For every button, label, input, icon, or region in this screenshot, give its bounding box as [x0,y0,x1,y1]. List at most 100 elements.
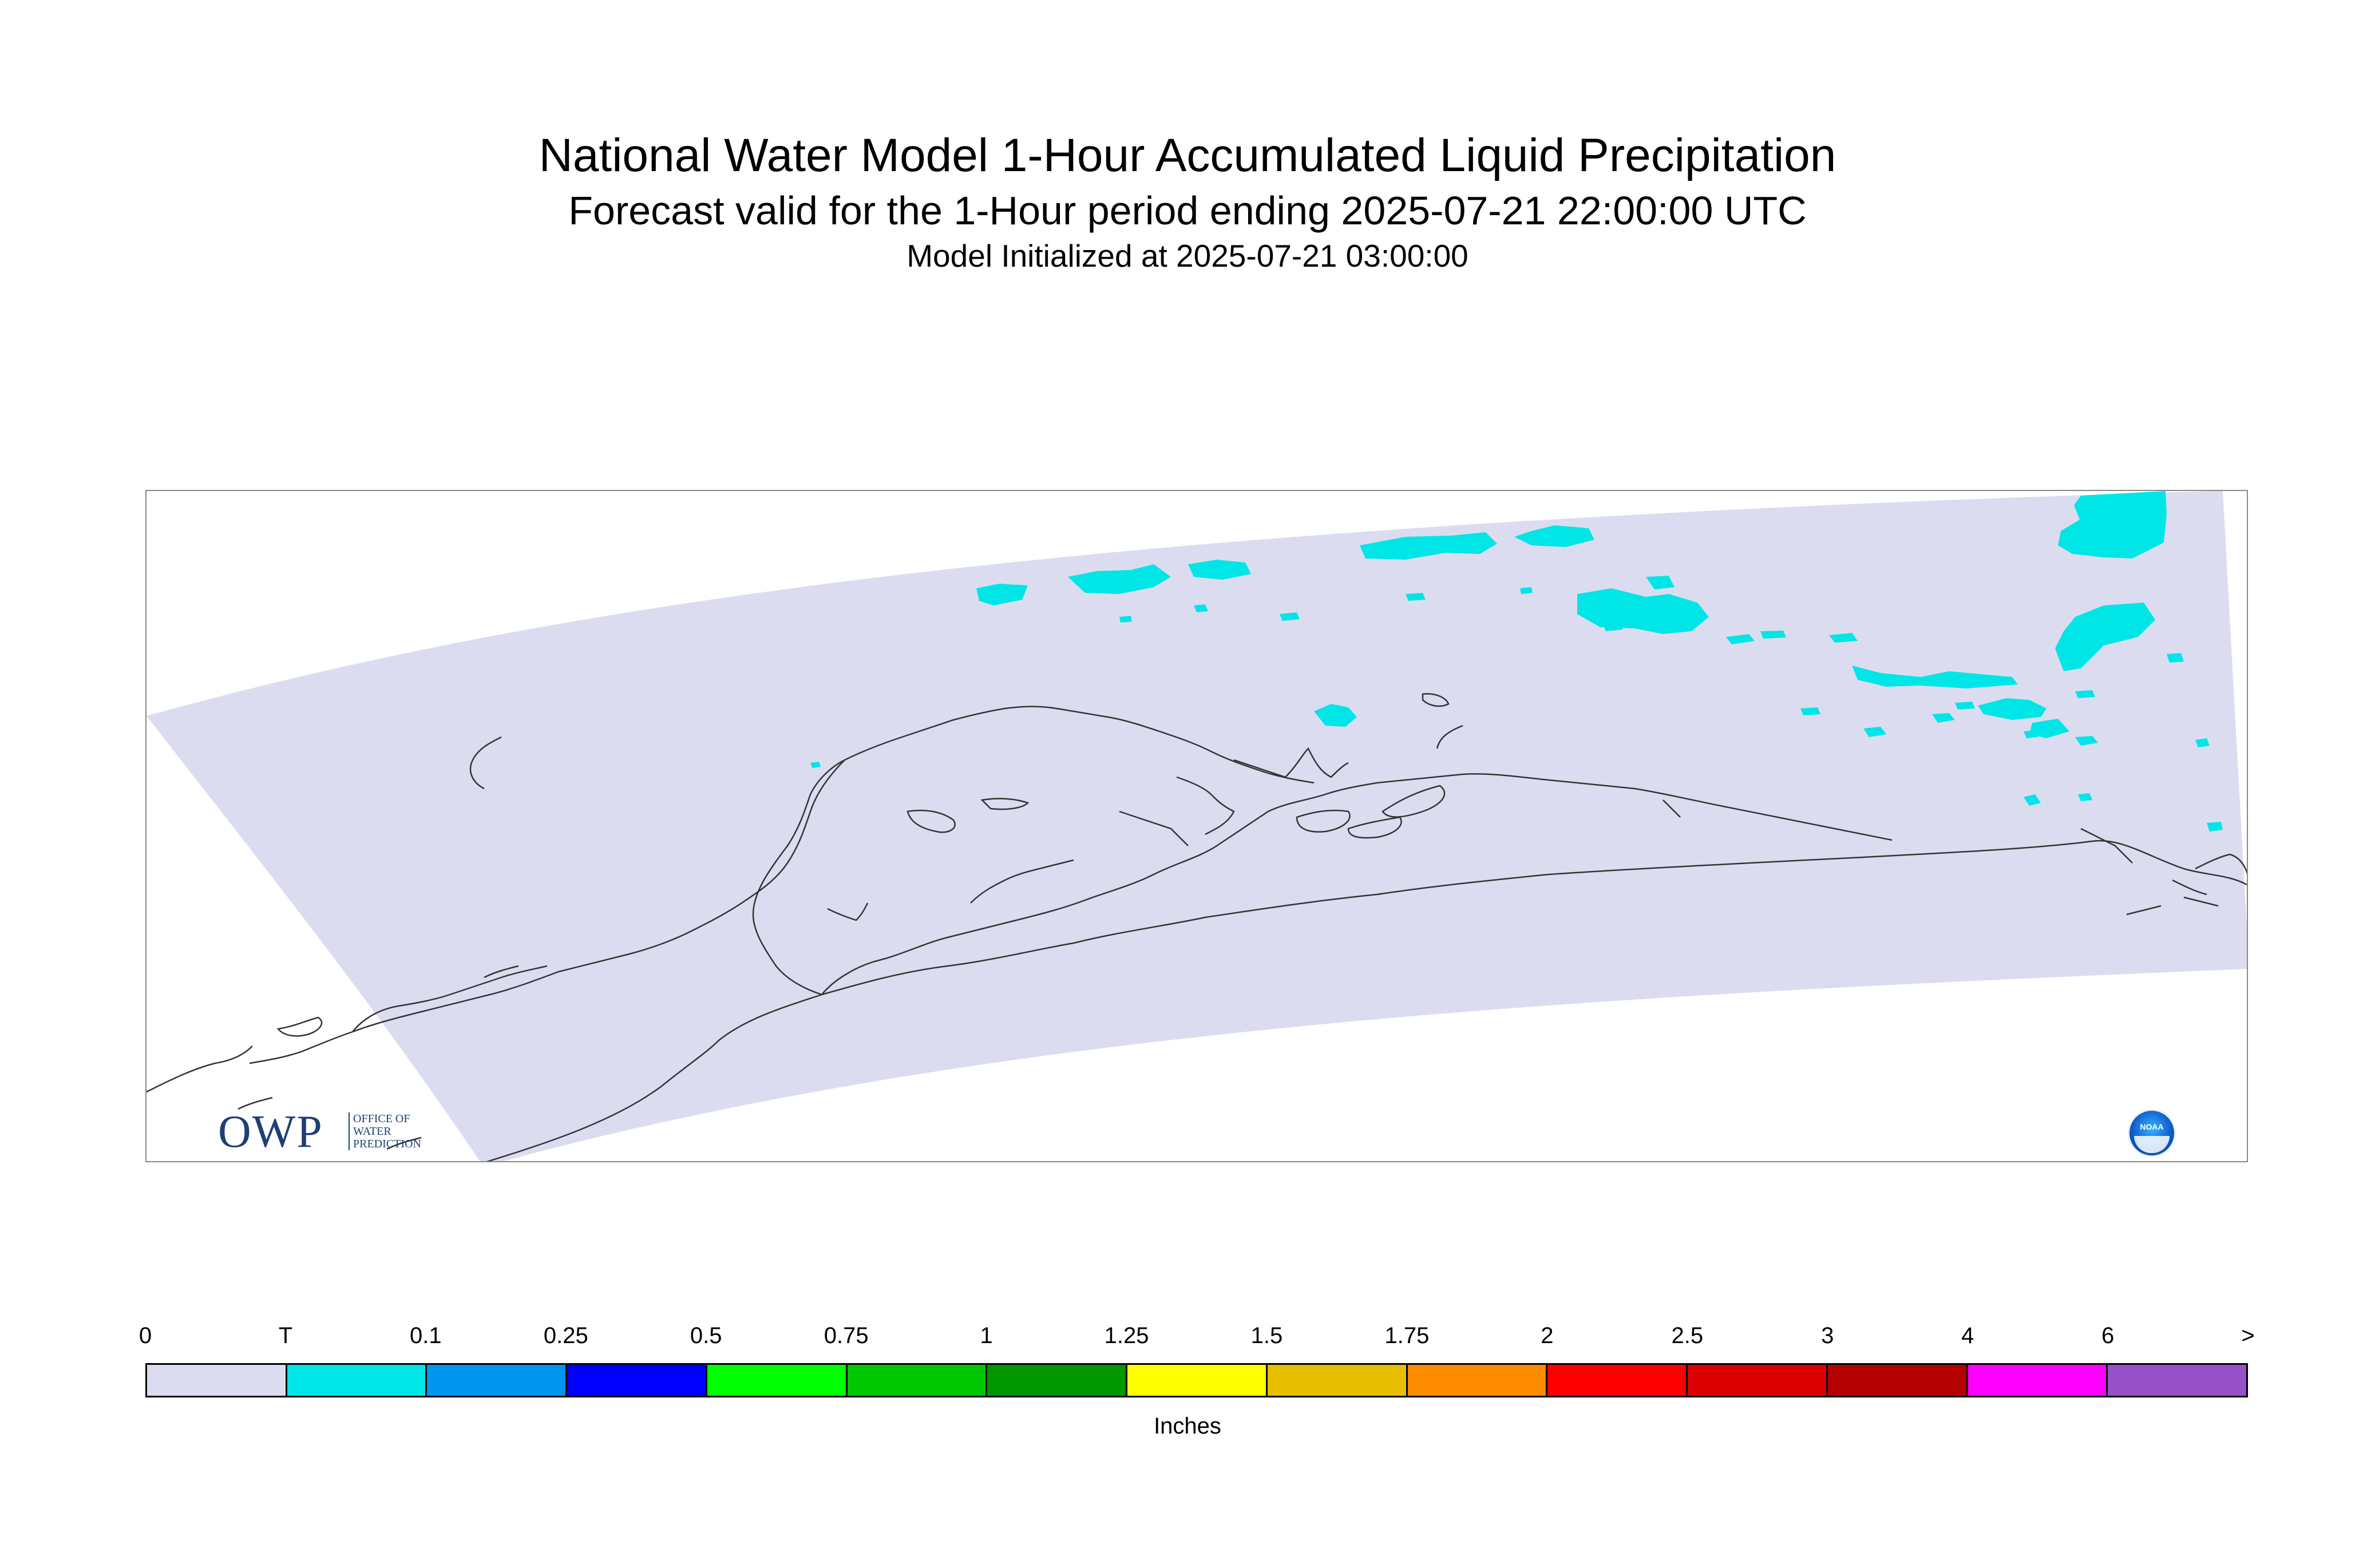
precip-blob [1760,631,1786,639]
legend-tick-label: 1.75 [1384,1323,1430,1348]
precip-blob [2024,730,2038,738]
legend-color-cell [1968,1365,2108,1396]
coastline-path [2183,896,2219,907]
precip-blob [1360,532,1497,560]
owp-logo-letters: OWP [218,1107,323,1157]
precip-blob [2195,738,2210,747]
noaa-logo-wave [2134,1136,2170,1153]
coastline-path [2195,853,2247,874]
legend-color-cell [287,1365,428,1396]
precip-blob [2029,719,2069,738]
legend-color-cell [567,1365,707,1396]
noaa-logo-text: NOAA [2140,1122,2164,1131]
coastline-path [752,759,845,996]
legend-color-cell [1267,1365,1408,1396]
precip-blob [1978,698,2047,720]
legend-tick-label: 0.75 [824,1323,869,1348]
coastline-path [238,1096,273,1110]
legend-tick-label: 0.1 [410,1323,442,1348]
legend-tick-label: 0.25 [543,1323,588,1348]
precip-blob [1514,525,1594,547]
precip-blob [1955,702,1975,710]
legend-tick-label: 0.5 [690,1323,722,1348]
coastline-path [1296,809,1351,833]
precip-blob [2167,653,2184,663]
coastline-path [1382,785,1446,818]
precip-blob [1852,666,2018,688]
precip-blob [810,762,821,768]
legend-color-cell [427,1365,568,1396]
coastline-path [469,736,502,790]
precip-blob [1406,593,1426,601]
legend-tick-label: 2.5 [1671,1323,1704,1348]
coastline-path [352,971,559,1033]
precip-blob [1314,704,1357,727]
map-title: National Water Model 1-Hour Accumulated … [539,129,1836,181]
legend-tick-label: T [278,1323,293,1348]
precip-trace-areas [810,491,2223,831]
coastline-path [386,1137,422,1150]
coastline-path [1376,773,1893,841]
legend-tick-label: 4 [1961,1323,1974,1348]
precip-blob [1577,588,1709,634]
coastline-path [2172,879,2207,896]
owp-logo: OWP OFFICE OF WATER PREDICTION [218,1109,436,1155]
legend-color-cell [147,1365,287,1396]
precip-blob [1603,623,1623,631]
precip-blob [2075,690,2095,698]
legend-tick-label: 2 [1541,1323,1554,1348]
precip-blob [2058,491,2167,559]
legend-tick-label: 1 [980,1323,993,1348]
legend-color-cell [1827,1365,1968,1396]
coastline-path [276,1016,323,1037]
precip-blob [2078,793,2092,801]
coastline-path [2126,905,2162,916]
precip-blob [2138,541,2152,549]
noaa-logo: NOAA [2128,1109,2176,1157]
legend-color-cell [707,1365,848,1396]
coastline-path [907,809,956,833]
precip-blob [1646,576,1675,589]
coastline-path [558,759,845,973]
precip-blob [1932,713,1955,723]
coastline-path [1233,747,1349,778]
coastline-path [147,1046,253,1093]
legend-color-cell [2108,1365,2247,1396]
model-domain-area [147,491,2247,1161]
coastline-path [1422,693,1450,707]
coastline-path [1662,799,1681,818]
precip-blob [1520,587,1533,594]
precip-blob [2207,822,2223,831]
precip-blob [1188,560,1251,580]
coastline-path [352,965,548,1032]
precip-blob [1800,707,1820,715]
map-panel: OWP OFFICE OF WATER PREDICTION NOAA [145,490,2248,1162]
legend-tick-label: 0 [138,1323,152,1348]
map-canvas [147,491,2247,1161]
legend-color-cell [1127,1365,1268,1396]
model-init-text: Model Initialized at 2025-07-21 03:00:00 [907,238,1468,274]
owp-logo-text: OFFICE OF WATER PREDICTION [349,1112,439,1150]
legend-tick-label: > [2241,1323,2255,1348]
coastline-path [821,840,2247,996]
coastline-path [827,902,869,921]
coastline-path [821,782,1378,995]
legend-tick-label: 3 [1821,1323,1834,1348]
color-legend-bar [145,1363,2248,1397]
precip-blob [1119,616,1132,623]
precip-blob [1829,633,1858,643]
legend-color-cell [847,1365,988,1396]
precip-blob [1863,727,1886,737]
coastline-path [484,965,519,979]
legend-tick-label: 1.25 [1104,1323,1149,1348]
coastline-path [486,993,822,1161]
legend-tick-label: 6 [2101,1323,2115,1348]
coastline-path [970,859,1074,904]
legend-color-cell [1547,1365,1688,1396]
coastline-path [1119,810,1189,846]
precip-blob [2024,794,2041,806]
precip-blob [1194,604,1208,612]
precip-blob [2055,603,2155,671]
precip-blob [976,584,1028,605]
legend-unit-label: Inches [1154,1413,1221,1439]
